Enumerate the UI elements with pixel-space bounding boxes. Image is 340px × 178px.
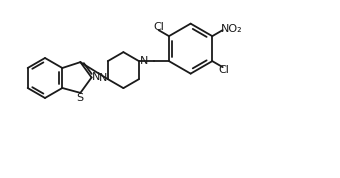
Text: N: N (92, 72, 101, 82)
Text: N: N (99, 73, 107, 83)
Text: S: S (76, 93, 83, 103)
Text: Cl: Cl (153, 22, 164, 32)
Text: NO₂: NO₂ (221, 24, 242, 34)
Text: Cl: Cl (218, 65, 229, 75)
Text: N: N (140, 56, 148, 66)
